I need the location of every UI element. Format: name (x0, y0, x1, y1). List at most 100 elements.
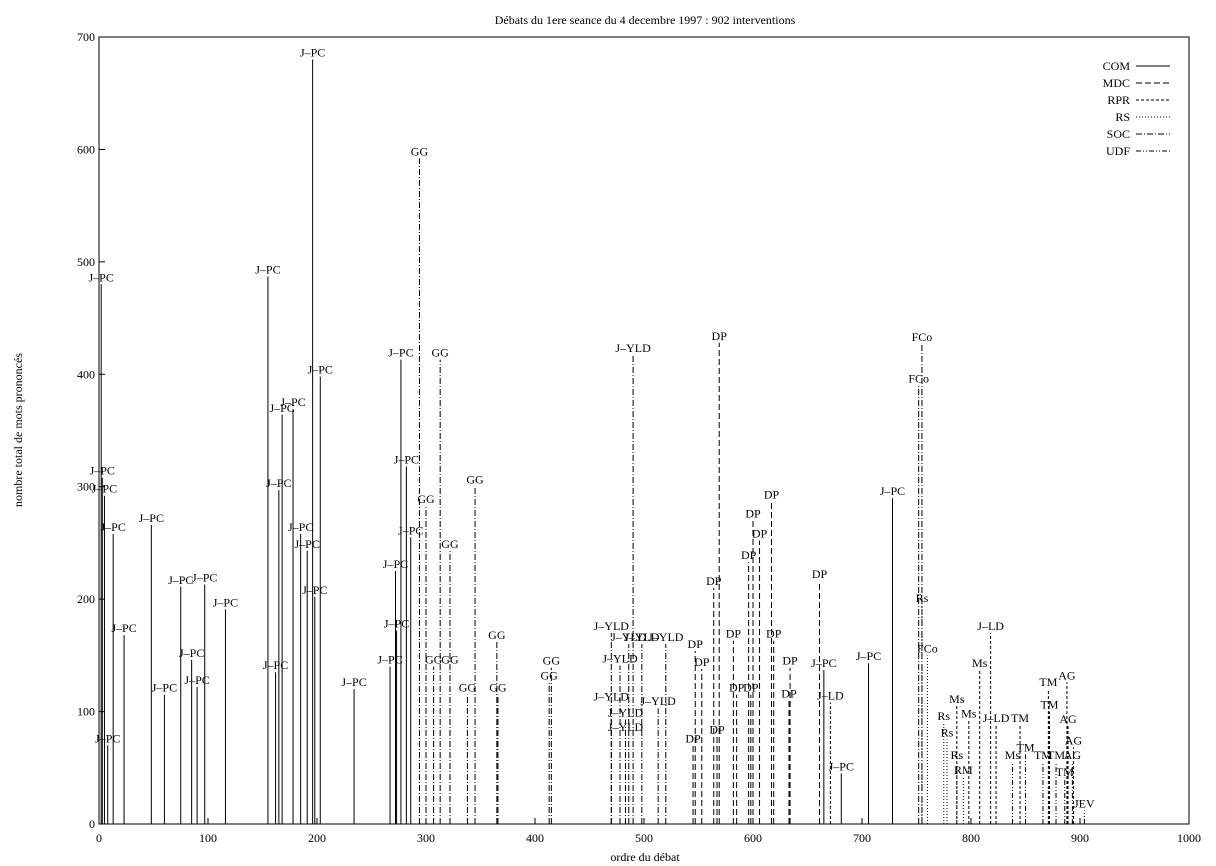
point-label: AG (1058, 668, 1076, 682)
x-tick-label: 200 (308, 831, 326, 845)
point-label: Ms (972, 656, 988, 670)
point-label: DP (694, 655, 710, 669)
series-soc: GGGGGGGGGGGGFCoFCoJ–YLDJ–YLDJ–YLDJ–YLDJ–… (411, 144, 933, 824)
point-label: J–PC (288, 520, 313, 534)
point-label: GG (459, 681, 477, 695)
x-tick-label: 800 (962, 831, 980, 845)
point-label: GG (441, 653, 459, 667)
data-marks: J–PCJ–PCJ–PCJ–PCJ–PCJ–PCJ–PCJ–PCJ–PCJ–PC… (89, 45, 1095, 824)
point-label: J–PC (263, 658, 288, 672)
point-label: DP (729, 681, 745, 695)
y-tick-label: 400 (77, 367, 95, 381)
point-label: J–PC (856, 649, 881, 663)
point-label: J–PC (111, 621, 136, 635)
point-label: TM (1039, 675, 1057, 689)
point-label: AG (1065, 734, 1083, 748)
point-label: DP (812, 567, 828, 581)
chart-title: Débats du 1ere seance du 4 decembre 1997… (495, 13, 796, 27)
point-label: J–PC (213, 595, 238, 609)
point-label: GG (441, 537, 459, 551)
point-label: J–PC (269, 401, 294, 415)
point-label: J–PC (880, 484, 905, 498)
point-label: DP (752, 527, 768, 541)
legend: COM MDC RPR RS SOC UDF (1103, 59, 1170, 158)
point-label: DP (726, 627, 742, 641)
point-label: J–PC (341, 675, 366, 689)
point-label: J–PC (266, 476, 291, 490)
point-label: J–LD (983, 711, 1010, 725)
y-axis-label: nombre total de mots prononcés (11, 353, 25, 507)
point-label: RM (954, 763, 973, 777)
point-label: J–YLD (594, 619, 630, 633)
x-tick-label: 900 (1071, 831, 1089, 845)
point-label: J–PC (295, 537, 320, 551)
point-label: Rs (941, 726, 954, 740)
x-tick-label: 300 (417, 831, 435, 845)
point-label: J–YLD (608, 720, 644, 734)
point-label: TM (1017, 740, 1035, 754)
point-label: TM (1047, 748, 1065, 762)
point-label: DP (688, 637, 704, 651)
point-label: Ms (961, 707, 977, 721)
point-label: J–PC (308, 363, 333, 377)
point-label: GG (417, 492, 435, 506)
point-label: DP (781, 686, 797, 700)
point-label: J–YLD (594, 690, 630, 704)
point-label: J–PC (184, 673, 209, 687)
point-label: AG (1064, 748, 1082, 762)
point-label: J–LD (817, 689, 844, 703)
y-tick-label: 700 (77, 30, 95, 44)
point-label: J–PC (383, 557, 408, 571)
point-label: FCo (908, 372, 929, 386)
x-tick-label: 600 (744, 831, 762, 845)
point-label: FCo (912, 330, 933, 344)
point-label: J–YLD (611, 630, 647, 644)
point-label: J–PC (398, 523, 423, 537)
y-tick-label: 200 (77, 592, 95, 606)
point-label: J–PC (829, 759, 854, 773)
point-label: J–PC (92, 482, 117, 496)
point-label: TM (1040, 698, 1058, 712)
point-label: TM (1056, 765, 1074, 779)
y-tick-label: 300 (77, 480, 95, 494)
point-label: J–PC (152, 681, 177, 695)
point-label: J–YLD (624, 630, 660, 644)
point-label: J–PC (139, 511, 164, 525)
point-label: J–PC (280, 395, 305, 409)
legend-label: COM (1103, 59, 1131, 73)
legend-label: RS (1115, 110, 1130, 124)
point-label: J–PC (192, 571, 217, 585)
point-label: J–PC (388, 346, 413, 360)
point-label: JEV (1074, 797, 1095, 811)
point-label: DP (741, 548, 757, 562)
point-label: J–PC (302, 583, 327, 597)
x-tick-label: 1000 (1177, 831, 1201, 845)
point-label: GG (431, 346, 449, 360)
point-label: DP (706, 574, 722, 588)
point-label: J–PC (168, 573, 193, 587)
point-label: DP (764, 487, 780, 501)
point-label: J–PC (100, 520, 125, 534)
point-label: J–LD (977, 619, 1004, 633)
point-label: DP (745, 506, 761, 520)
point-label: J–PC (811, 656, 836, 670)
point-label: GG (540, 668, 558, 682)
legend-label: UDF (1106, 144, 1130, 158)
x-axis-label: ordre du débat (610, 850, 680, 864)
point-label: Ms (1005, 748, 1021, 762)
point-label: J–PC (90, 464, 115, 478)
y-tick-label: 100 (77, 705, 95, 719)
point-label: Rs (950, 748, 963, 762)
point-label: AG (1059, 712, 1077, 726)
axis-ticks: 0 100 200 300 400 500 600 700 800 900 1000 0 100 200 3… (77, 30, 1201, 845)
point-label: GG (466, 473, 484, 487)
point-label: J–YLD (602, 651, 638, 665)
point-label: J–YLD (615, 341, 651, 355)
point-label: GG (425, 653, 443, 667)
y-tick-label: 500 (77, 255, 95, 269)
point-label: DP (743, 681, 759, 695)
y-tick-label: 600 (77, 142, 95, 156)
point-label: GG (411, 144, 429, 158)
point-label: J–PC (377, 653, 402, 667)
